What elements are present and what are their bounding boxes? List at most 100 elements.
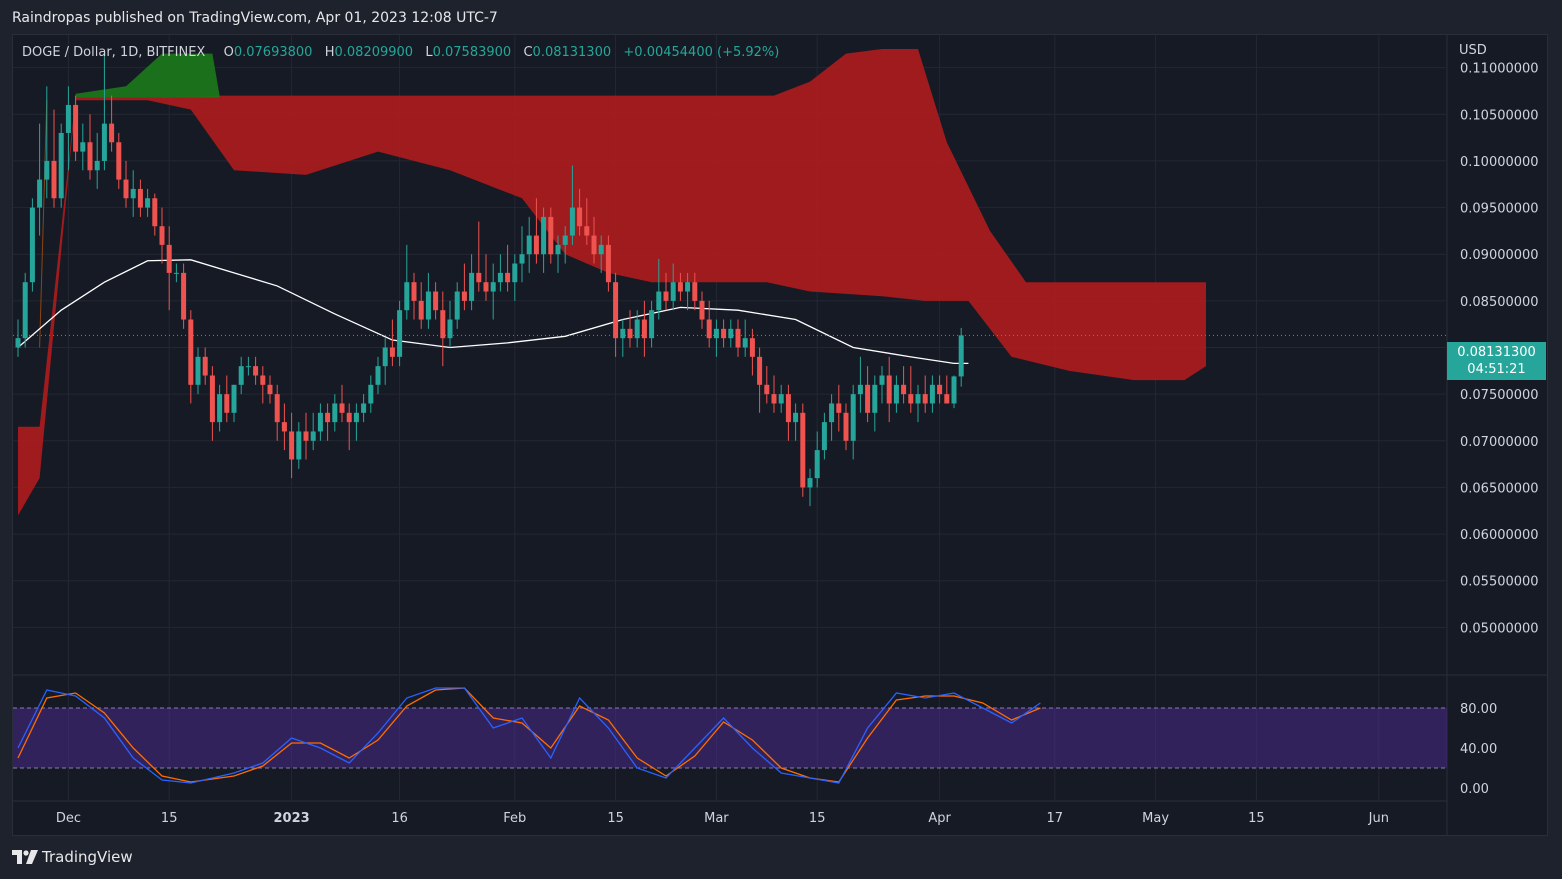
candle-body [109,123,115,143]
candle-body [483,282,489,292]
candle-body [908,394,914,404]
candle-body [821,422,827,451]
candle-body [274,394,280,423]
candle-body [749,338,755,357]
currency-label[interactable]: USD [1459,43,1487,58]
candle-body [181,272,187,320]
candle-body [613,282,619,339]
time-tick-label: 15 [607,811,624,826]
candle-body [800,412,806,488]
candle-body [649,310,655,339]
candle-body [692,282,698,301]
candle-body [332,403,338,423]
oscillator-band [13,708,1447,768]
candle-body [22,282,28,339]
candle-body [94,160,100,171]
price-tick-label: 0.05000000 [1460,621,1539,636]
candle-body [685,282,691,292]
footer-brand[interactable]: TradingView [12,848,133,866]
candle-body [346,412,352,423]
candle-body [843,412,849,441]
candle-body [857,384,863,395]
time-tick-label: May [1142,811,1169,826]
candle-body [260,375,266,385]
candle-body [814,450,820,479]
candle-body [73,104,79,152]
stoch-d-line [17,687,1041,783]
candle-body [519,254,525,264]
candle-body [958,335,964,377]
ichimoku-cloud [18,48,1206,516]
candle-body [793,412,799,423]
candle-body [209,375,215,423]
candle-body [706,319,712,339]
candle-body [490,282,496,292]
price-tick-label: 0.10500000 [1460,108,1539,123]
candle-body [137,188,143,208]
low-label: L [425,45,433,60]
candle-body [951,376,957,404]
candle-body [296,431,302,460]
candle-body [454,291,460,320]
candle-body [361,403,367,413]
candle-body [497,272,503,283]
candle-body [253,366,259,376]
candle-body [159,226,165,245]
candle-body [80,142,86,152]
candle-body [893,384,899,404]
time-tick-label: Feb [503,811,526,826]
candle-body [281,422,287,432]
candles [13,53,1447,507]
candle-body [922,394,928,404]
candle-body [397,310,403,357]
osc-tick-label: 0.00 [1460,782,1489,797]
candle-body [469,272,475,301]
candle-body [303,431,309,441]
symbol-name[interactable]: DOGE / Dollar, 1D, BITFINEX [22,45,206,60]
candle-body [425,291,431,320]
candle-body [310,431,316,441]
candle-body [944,394,950,404]
candle-body [152,198,158,227]
candle-body [353,412,359,423]
candle-body [382,347,388,367]
candle-body [562,235,568,245]
candle-body [37,179,43,208]
candle-body [389,347,395,357]
price-tick-label: 0.10000000 [1460,155,1539,170]
time-tick-label: 16 [391,811,408,826]
candle-body [656,291,662,311]
candle-body [231,384,237,413]
candle-body [778,394,784,404]
moving-average [17,259,969,365]
candle-body [505,272,511,283]
candle-body [915,394,921,404]
candle-body [188,319,194,385]
symbol-legend: DOGE / Dollar, 1D, BITFINEX O0.07693800 … [22,45,779,60]
time-tick-label: Jun [1368,811,1389,826]
candle-body [850,394,856,441]
candle-body [872,384,878,413]
candle-body [166,244,172,273]
osc-tick-label: 80.00 [1460,702,1497,717]
candle-body [368,384,374,404]
bar-countdown: 04:51:21 [1467,362,1526,377]
tradingview-logo-icon [12,850,38,864]
candle-body [202,356,208,376]
candle-body [713,328,719,339]
price-tick-label: 0.08500000 [1460,295,1539,310]
candle-body [238,366,244,385]
high-value: 0.08209900 [334,45,414,60]
candle-body [533,235,539,255]
candle-body [325,412,331,423]
candle-body [879,375,885,385]
publish-line: Raindropas published on TradingView.com,… [12,10,498,26]
candle-body [375,366,381,385]
candle-body [634,319,640,339]
candle-body [15,338,21,348]
axes: 0.11000000 0.10500000 0.10000000 0.09500000… [56,62,1539,826]
candle-body [224,394,230,413]
stoch-k-line [17,687,1041,784]
time-tick-label: Dec [56,811,81,826]
